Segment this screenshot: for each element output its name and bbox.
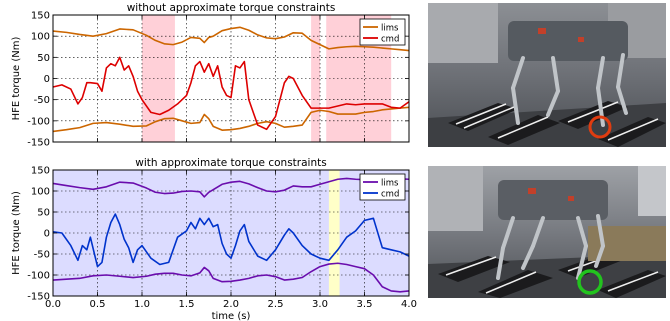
x-tick-label: 1.0 [134, 299, 150, 310]
chart-title: without approximate torque constraints [127, 2, 336, 14]
y-axis-label: HFE torque (Nm) [11, 37, 22, 121]
y-axis-label: HFE torque (Nm) [11, 191, 22, 275]
highlight-region [311, 15, 320, 142]
y-tick-label: -50 [34, 250, 50, 261]
legend-label-lims: lims [381, 179, 399, 189]
legend-box [359, 18, 406, 46]
y-tick-label: -100 [27, 271, 50, 282]
chart-torque-with-constraints: -150 -100 -50 0 50 100 150 0.0 0.5 1.0 1.5 2.0 2.5 3.… [11, 157, 417, 321]
series-line-lims [52, 177, 410, 198]
y-tick-label: 100 [31, 187, 50, 198]
y-tick-label: -100 [27, 116, 50, 127]
y-tick-label: 50 [37, 53, 50, 64]
y-tick-label: 150 [31, 166, 50, 177]
legend-label-cmd: cmd [381, 190, 399, 200]
x-tick-label: 3.5 [357, 299, 373, 310]
legend-label-cmd: cmd [381, 35, 399, 45]
x-tick-label: 0.0 [45, 299, 61, 310]
x-tick-label: 0.5 [90, 299, 106, 310]
y-tick-label: -150 [27, 292, 50, 303]
y-tick-label: 0 [44, 229, 50, 240]
x-tick-label: 2.0 [223, 299, 239, 310]
y-tick-label: 0 [44, 74, 50, 85]
chart-torque-without-constraints: -150 -100 -50 0 50 100 150 without approximate … [11, 2, 410, 149]
series-line-cmd [52, 213, 410, 268]
x-tick-label: 2.5 [268, 299, 284, 310]
chart-title: with approximate torque constraints [135, 157, 326, 169]
y-tick-label: -150 [27, 138, 50, 149]
robot-photo-with-constraints [428, 166, 666, 298]
series-line-lims [52, 26, 410, 52]
y-tick-label: 50 [37, 208, 50, 219]
legend-label-lims: lims [381, 24, 399, 34]
x-tick-label: 4.0 [401, 299, 417, 310]
series-line-lims [52, 262, 410, 293]
x-tick-label: 3.0 [312, 299, 328, 310]
y-tick-label: 100 [31, 32, 50, 43]
robot-photo-without-constraints [428, 3, 666, 147]
y-tick-label: -50 [34, 95, 50, 106]
x-tick-label: 1.5 [179, 299, 195, 310]
legend-box [359, 173, 406, 201]
series-line-lims [52, 106, 410, 133]
series-line-cmd [52, 56, 410, 131]
y-tick-label: 150 [31, 11, 50, 22]
x-axis-label: time (s) [212, 311, 251, 321]
